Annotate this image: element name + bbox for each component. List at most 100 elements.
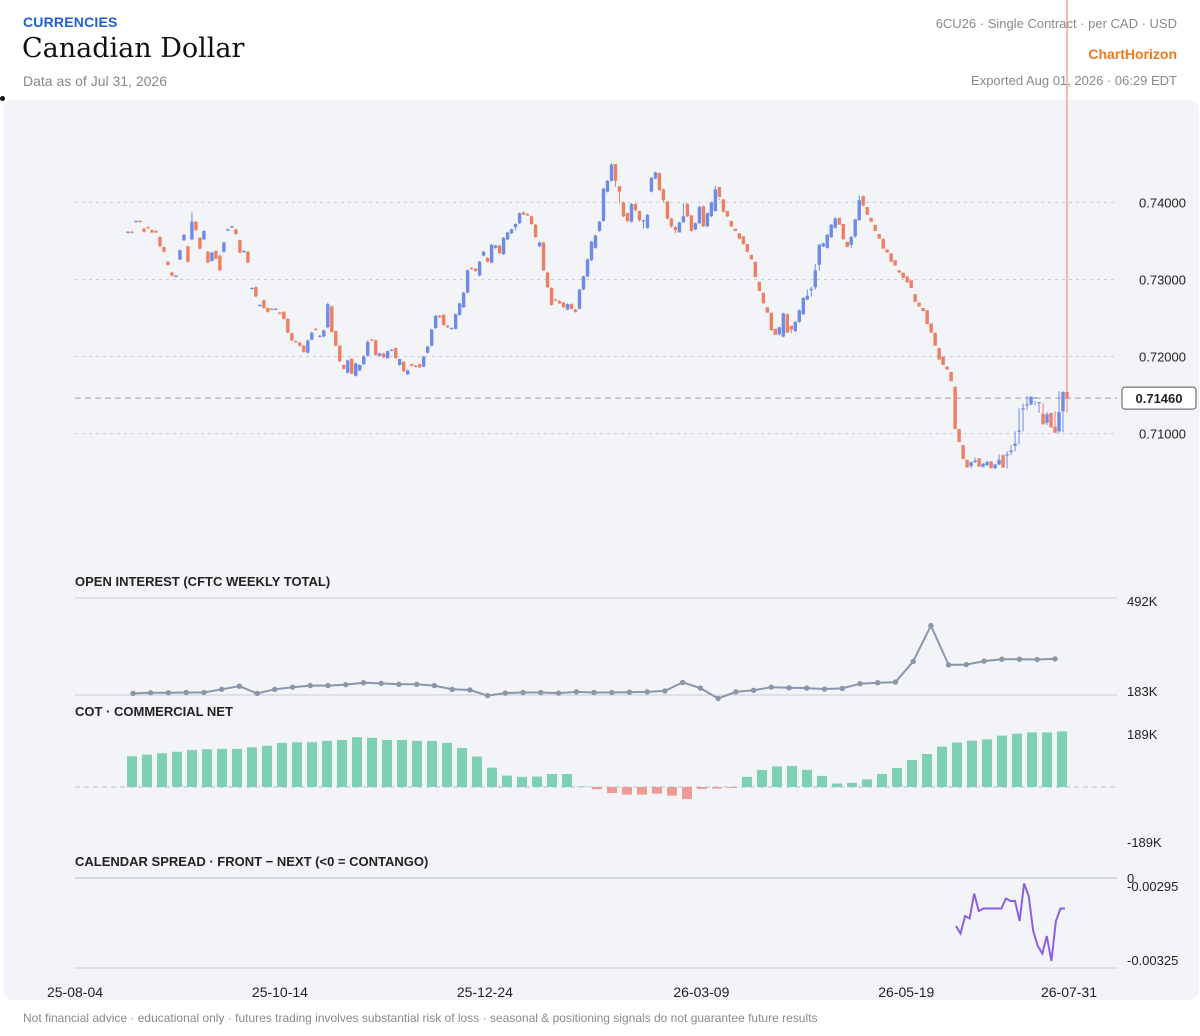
candle-body — [745, 244, 750, 252]
candle-body — [541, 242, 546, 271]
candle — [537, 241, 542, 248]
candle-body — [793, 321, 797, 332]
chart-panel — [3, 100, 1199, 1000]
candle-body — [661, 189, 666, 201]
candle-body — [629, 203, 634, 222]
candle-body — [497, 245, 502, 254]
candle-body — [845, 241, 849, 248]
cot-bar — [247, 747, 257, 787]
candle-body — [805, 295, 809, 300]
candle — [254, 286, 258, 298]
cot-bar — [277, 742, 287, 787]
candle — [174, 274, 178, 278]
candle — [505, 231, 510, 241]
candle — [402, 361, 406, 372]
candle — [1009, 445, 1013, 456]
candle — [561, 301, 566, 309]
oi-point — [484, 692, 491, 699]
candle-body — [941, 356, 945, 366]
candle-body — [645, 214, 650, 228]
candle-body — [366, 341, 370, 356]
spread-max-label: -0.00295 — [1127, 879, 1178, 894]
candle — [781, 312, 786, 338]
candle-body — [214, 250, 218, 259]
candle-body — [310, 332, 314, 340]
candle — [565, 303, 570, 311]
cot-bar — [202, 749, 212, 787]
candle-body — [437, 315, 442, 318]
candle-body — [981, 463, 985, 467]
candle — [669, 217, 674, 228]
candle-body — [354, 363, 358, 376]
candle — [138, 220, 142, 223]
oi-point — [839, 685, 845, 692]
candle — [649, 176, 654, 193]
cot-bar — [487, 767, 497, 787]
candle-body — [158, 237, 162, 247]
candle-body — [681, 216, 686, 223]
cot-bar — [997, 735, 1007, 787]
oi-point — [130, 690, 136, 697]
candle-body — [413, 365, 418, 368]
candle — [1017, 408, 1021, 445]
cot-bar — [832, 783, 842, 787]
candle-body — [669, 218, 674, 227]
candle — [797, 309, 801, 323]
candle-body — [146, 227, 150, 229]
candle — [366, 340, 370, 357]
candle-body — [553, 299, 558, 301]
candle-body — [573, 309, 578, 312]
candle — [973, 457, 977, 463]
candle — [605, 180, 610, 193]
candle-body — [953, 386, 957, 430]
candle-body — [202, 230, 206, 240]
candle — [825, 234, 829, 249]
candle-body — [609, 164, 614, 181]
candle-body — [545, 272, 550, 288]
candle — [1029, 396, 1033, 406]
candle — [346, 359, 350, 374]
candle — [765, 307, 770, 313]
candle — [509, 228, 514, 235]
oi-point — [555, 690, 562, 696]
candle-body — [326, 304, 330, 328]
candle-body — [993, 464, 997, 469]
candle — [286, 318, 290, 334]
brand-logo[interactable]: ChartHorizon — [1088, 46, 1177, 62]
candle — [150, 229, 154, 234]
candle — [1061, 391, 1065, 433]
candle — [937, 348, 941, 360]
candle-body — [813, 270, 817, 288]
candle-body — [178, 250, 182, 260]
candle — [521, 211, 526, 215]
candle-body — [581, 276, 586, 290]
oi-point — [626, 689, 633, 695]
candle — [933, 332, 937, 346]
candle-body — [781, 313, 786, 337]
candle-body — [977, 458, 981, 467]
oi-point — [378, 680, 384, 687]
oi-min-label: 183K — [1127, 684, 1158, 699]
candle-body — [929, 323, 933, 333]
candle-body — [765, 307, 770, 313]
last-price-box — [1121, 386, 1197, 410]
oi-point — [892, 679, 899, 685]
candle — [913, 294, 917, 302]
candle — [1025, 395, 1029, 410]
candle — [481, 250, 486, 257]
x-tick-label: 25-12-24 — [457, 984, 513, 1000]
candle — [653, 171, 658, 180]
cot-bar — [892, 767, 902, 787]
candle — [310, 331, 314, 341]
candle-body — [633, 203, 638, 211]
oi-point — [201, 689, 207, 696]
candle — [274, 308, 278, 310]
candle — [801, 297, 805, 315]
cot-bar — [982, 739, 992, 787]
candle-body — [246, 251, 250, 263]
candle-body — [445, 325, 450, 328]
contract-info: 6CU26 · Single Contract · per CAD · USD — [935, 16, 1177, 31]
candle-body — [969, 462, 973, 466]
cot-bar — [802, 769, 812, 787]
